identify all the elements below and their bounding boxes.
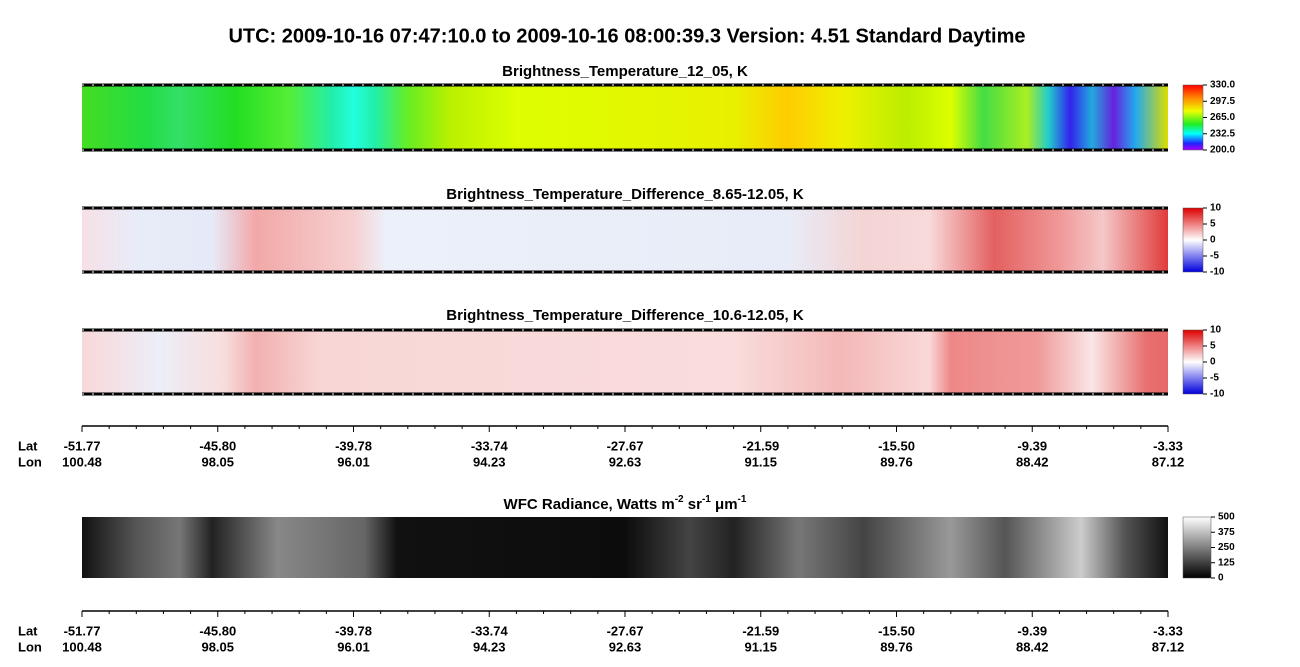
lon-tick-label: 94.23 bbox=[473, 454, 506, 469]
lon-tick-label: 88.42 bbox=[1016, 454, 1049, 469]
colorbar-tick-label: 375 bbox=[1218, 527, 1235, 538]
panel-title: Brightness_Temperature_Difference_10.6-1… bbox=[446, 307, 804, 324]
colorbar bbox=[1182, 207, 1204, 273]
colorbar bbox=[1182, 84, 1204, 151]
lon-tick-label: 100.48 bbox=[62, 639, 102, 654]
lat-tick-label: -9.39 bbox=[1017, 623, 1047, 638]
title-part: Brightness_Temperature_12_05, K bbox=[502, 63, 748, 80]
lat-tick-label: -51.77 bbox=[64, 623, 101, 638]
colorbar-tick-label: 265.0 bbox=[1210, 112, 1235, 123]
lat-tick-label: -45.80 bbox=[199, 438, 236, 453]
superscript: -1 bbox=[702, 494, 711, 505]
lon-tick-label: 100.48 bbox=[62, 454, 102, 469]
title-part: Brightness_Temperature_Difference_10.6-1… bbox=[446, 307, 804, 324]
lat-tick-label: -39.78 bbox=[335, 623, 372, 638]
title-part: μm bbox=[711, 496, 738, 513]
lon-tick-label: 92.63 bbox=[609, 639, 642, 654]
colorbar-tick-label: -10 bbox=[1210, 389, 1225, 400]
title-part: WFC Radiance, Watts m bbox=[504, 496, 675, 513]
colorbar-tick-label: 0 bbox=[1210, 235, 1216, 246]
colorbar-tick-label: 500 bbox=[1218, 512, 1235, 523]
lon-tick-label: 91.15 bbox=[744, 454, 777, 469]
lat-tick-label: -21.59 bbox=[742, 623, 779, 638]
colorbar-tick-label: 232.5 bbox=[1210, 128, 1235, 139]
lon-tick-label: 87.12 bbox=[1152, 639, 1185, 654]
colorbar-tick-label: 0 bbox=[1218, 573, 1224, 584]
lon-tick-label: 89.76 bbox=[880, 454, 913, 469]
colorbar-tick-label: 297.5 bbox=[1210, 96, 1235, 107]
colorbar-tick-label: 250 bbox=[1218, 542, 1235, 553]
colorbar bbox=[1182, 329, 1204, 395]
swath-image bbox=[82, 330, 1168, 394]
lat-tick-label: -45.80 bbox=[199, 623, 236, 638]
colorbar-tick-label: -10 bbox=[1210, 267, 1225, 278]
lat-tick-label: -39.78 bbox=[335, 438, 372, 453]
lat-tick-label: -21.59 bbox=[742, 438, 779, 453]
lon-tick-label: 98.05 bbox=[201, 454, 234, 469]
figure-title: UTC: 2009-10-16 07:47:10.0 to 2009-10-16… bbox=[228, 25, 1025, 47]
lon-tick-label: 98.05 bbox=[201, 639, 234, 654]
colorbar-tick-label: 5 bbox=[1210, 341, 1216, 352]
lon-tick-label: 94.23 bbox=[473, 639, 506, 654]
colorbar-tick-label: 10 bbox=[1210, 325, 1222, 336]
lon-tick-label: 87.12 bbox=[1152, 454, 1185, 469]
lat-tick-label: -33.74 bbox=[471, 438, 509, 453]
lon-tick-label: 88.42 bbox=[1016, 639, 1049, 654]
lon-tick-label: 91.15 bbox=[744, 639, 777, 654]
superscript: -2 bbox=[675, 494, 684, 505]
lat-tick-label: -51.77 bbox=[64, 438, 101, 453]
lat-label: Lat bbox=[18, 438, 38, 453]
colorbar-tick-label: 0 bbox=[1210, 357, 1216, 368]
lon-label: Lon bbox=[18, 454, 42, 469]
swath-image bbox=[82, 85, 1168, 150]
lat-tick-label: -15.50 bbox=[878, 438, 915, 453]
lat-tick-label: -3.33 bbox=[1153, 623, 1183, 638]
lon-label: Lon bbox=[18, 639, 42, 654]
swath-image bbox=[82, 208, 1168, 272]
swath-image bbox=[82, 517, 1168, 578]
lat-tick-label: -3.33 bbox=[1153, 438, 1183, 453]
colorbar bbox=[1182, 516, 1212, 579]
colorbar-tick-label: -5 bbox=[1210, 251, 1219, 262]
lat-tick-label: -15.50 bbox=[878, 623, 915, 638]
panel-title: Brightness_Temperature_Difference_8.65-1… bbox=[446, 186, 804, 203]
lon-tick-label: 92.63 bbox=[609, 454, 642, 469]
panel-title: WFC Radiance, Watts m-2 sr-1 μm-1 bbox=[504, 494, 747, 513]
lat-tick-label: -9.39 bbox=[1017, 438, 1047, 453]
colorbar-tick-label: 5 bbox=[1210, 219, 1216, 230]
superscript: -1 bbox=[738, 494, 747, 505]
colorbar-tick-label: 200.0 bbox=[1210, 145, 1235, 156]
title-part: Brightness_Temperature_Difference_8.65-1… bbox=[446, 186, 804, 203]
colorbar-tick-label: 10 bbox=[1210, 203, 1222, 214]
panel-title: Brightness_Temperature_12_05, K bbox=[502, 63, 748, 80]
colorbar-tick-label: 330.0 bbox=[1210, 80, 1235, 91]
colorbar-tick-label: -5 bbox=[1210, 373, 1219, 384]
lat-tick-label: -33.74 bbox=[471, 623, 509, 638]
lon-tick-label: 96.01 bbox=[337, 454, 370, 469]
colorbar-tick-label: 125 bbox=[1218, 557, 1235, 568]
lat-label: Lat bbox=[18, 623, 38, 638]
lon-tick-label: 96.01 bbox=[337, 639, 370, 654]
title-part: sr bbox=[684, 496, 703, 513]
lat-tick-label: -27.67 bbox=[607, 438, 644, 453]
lon-tick-label: 89.76 bbox=[880, 639, 913, 654]
lat-tick-label: -27.67 bbox=[607, 623, 644, 638]
